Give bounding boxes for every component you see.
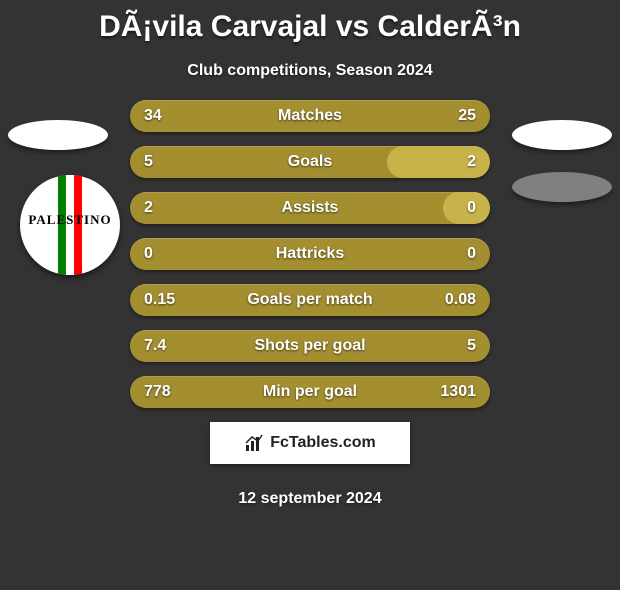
stat-label: Matches [130, 100, 490, 132]
stat-row: 0Hattricks0 [130, 238, 490, 270]
stat-row: 778Min per goal1301 [130, 376, 490, 408]
stat-row: 2Assists0 [130, 192, 490, 224]
player-marker-right-2 [512, 172, 612, 202]
stat-value-right: 2 [467, 146, 476, 178]
stat-label: Goals [130, 146, 490, 178]
chart-icon [244, 433, 264, 453]
stat-row: 5Goals2 [130, 146, 490, 178]
stat-value-right: 1301 [440, 376, 476, 408]
stat-row: 0.15Goals per match0.08 [130, 284, 490, 316]
stat-label: Hattricks [130, 238, 490, 270]
date-text: 12 september 2024 [0, 490, 620, 508]
stat-label: Goals per match [130, 284, 490, 316]
comparison-panel: PALESTINO 34Matches255Goals22Assists00Ha… [0, 100, 620, 408]
right-player-markers [512, 120, 612, 224]
logo-text: PALESTINO [20, 212, 120, 228]
stat-value-right: 0.08 [445, 284, 476, 316]
brand-badge[interactable]: FcTables.com [210, 422, 410, 464]
player-marker-right-1 [512, 120, 612, 150]
stat-value-right: 0 [467, 192, 476, 224]
stat-value-right: 25 [458, 100, 476, 132]
page-title: DÃ¡vila Carvajal vs CalderÃ³n [0, 10, 620, 44]
stat-value-right: 0 [467, 238, 476, 270]
stat-label: Min per goal [130, 376, 490, 408]
brand-text: FcTables.com [270, 434, 376, 452]
stat-row: 7.4Shots per goal5 [130, 330, 490, 362]
club-logo-palestino: PALESTINO [20, 175, 120, 275]
stat-label: Shots per goal [130, 330, 490, 362]
subtitle: Club competitions, Season 2024 [0, 62, 620, 80]
stat-value-right: 5 [467, 330, 476, 362]
player-marker-left [8, 120, 108, 150]
stat-bars: 34Matches255Goals22Assists00Hattricks00.… [130, 100, 490, 408]
left-player-markers [8, 120, 108, 172]
stat-label: Assists [130, 192, 490, 224]
stat-row: 34Matches25 [130, 100, 490, 132]
